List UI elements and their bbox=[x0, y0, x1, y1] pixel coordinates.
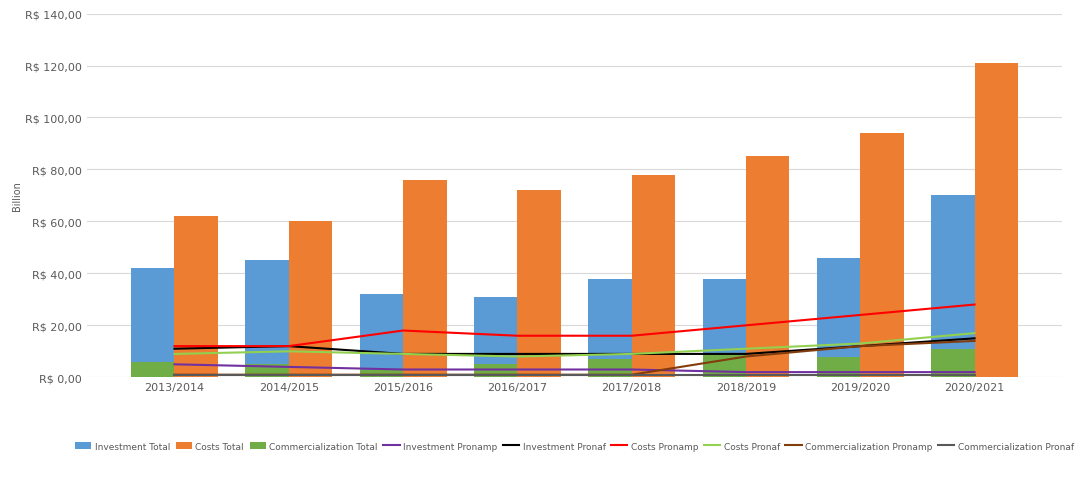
Bar bbox=[861, 134, 904, 378]
Bar bbox=[245, 364, 288, 378]
Bar bbox=[632, 175, 675, 378]
Bar bbox=[702, 354, 746, 378]
Bar bbox=[245, 261, 288, 378]
Legend: Investment Total, Costs Total, Commercialization Total, Investment Pronamp, Inve: Investment Total, Costs Total, Commercia… bbox=[74, 440, 1075, 453]
Bar bbox=[131, 362, 175, 378]
Bar bbox=[360, 295, 403, 378]
Bar bbox=[589, 279, 632, 378]
Bar bbox=[702, 279, 746, 378]
Bar bbox=[975, 64, 1018, 378]
Bar bbox=[817, 258, 861, 378]
Bar bbox=[817, 357, 861, 378]
Bar bbox=[931, 349, 975, 378]
Bar bbox=[288, 222, 332, 378]
Bar bbox=[474, 297, 517, 378]
Bar bbox=[746, 157, 789, 378]
Bar bbox=[931, 196, 975, 378]
Bar bbox=[360, 370, 403, 378]
Bar bbox=[131, 269, 175, 378]
Y-axis label: Billion: Billion bbox=[12, 181, 22, 211]
Bar bbox=[175, 217, 218, 378]
Bar bbox=[517, 191, 560, 378]
Bar bbox=[474, 364, 517, 378]
Bar bbox=[403, 181, 447, 378]
Bar bbox=[589, 359, 632, 378]
